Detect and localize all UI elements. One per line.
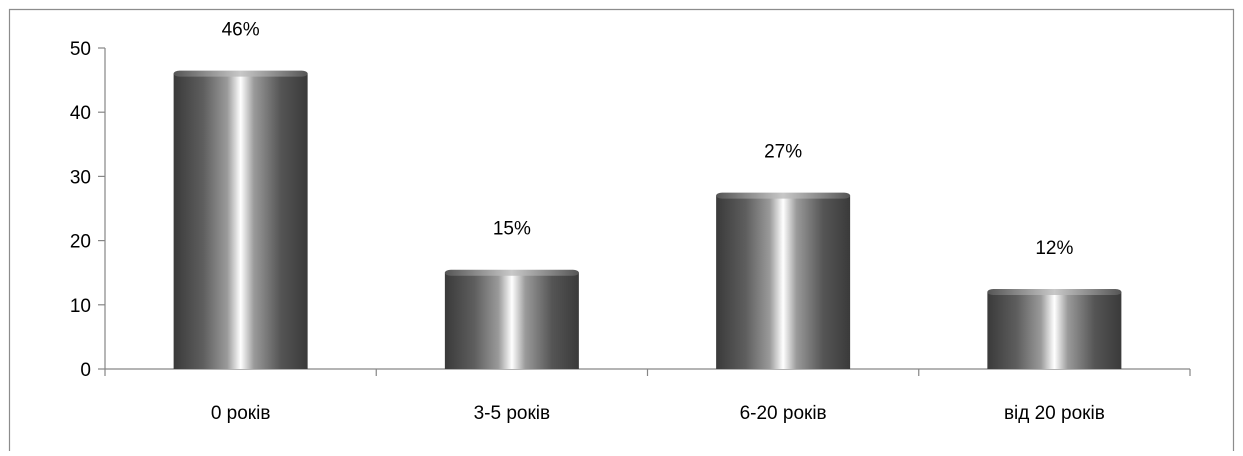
- bar: [444, 272, 579, 369]
- x-tick-label: 0 років: [211, 403, 271, 424]
- y-tick-label: 10: [70, 296, 91, 317]
- data-label: 15%: [493, 219, 531, 240]
- x-tick-label: 3-5 років: [474, 403, 551, 424]
- bar: [173, 73, 308, 370]
- y-tick-label: 30: [70, 167, 91, 188]
- y-tick-label: 20: [70, 232, 91, 253]
- data-label: 12%: [1035, 238, 1073, 259]
- bar-cap: [444, 269, 579, 276]
- bar-cap: [987, 288, 1122, 295]
- data-label: 27%: [764, 142, 802, 163]
- y-tick-label: 0: [80, 360, 91, 381]
- bar-cap: [173, 70, 308, 77]
- y-tick-label: 50: [70, 39, 91, 60]
- y-tick-label: 40: [70, 103, 91, 124]
- x-axis: 0 років 3-5 років 6-20 років від 20 років: [104, 368, 1191, 424]
- bar-cap: [716, 192, 851, 199]
- bars: [173, 70, 1122, 370]
- data-labels: 46% 15% 27% 12%: [222, 20, 1074, 259]
- x-tick-label: від 20 років: [1004, 403, 1105, 424]
- bar: [716, 195, 851, 369]
- chart-border: [8, 8, 1235, 451]
- bar: [987, 291, 1122, 369]
- data-label: 46%: [222, 20, 260, 41]
- y-axis: 0 10 20 30 40 50: [70, 39, 106, 381]
- x-tick-label: 6-20 років: [740, 403, 827, 424]
